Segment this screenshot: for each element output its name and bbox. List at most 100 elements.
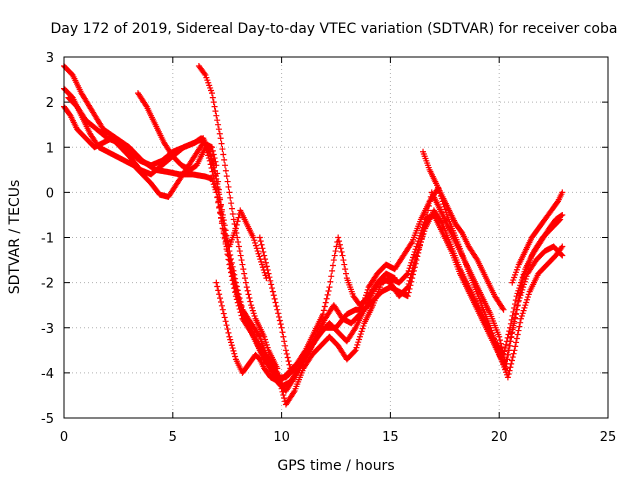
- data-point: [244, 287, 251, 294]
- data-point: [261, 333, 268, 340]
- data-point: [404, 284, 411, 291]
- data-point: [512, 343, 519, 350]
- data-point: [274, 306, 281, 313]
- data-point: [235, 243, 242, 250]
- data-point: [497, 337, 504, 344]
- data-series: [256, 234, 294, 372]
- data-point: [328, 273, 335, 280]
- data-point: [510, 350, 517, 357]
- data-point: [232, 279, 239, 286]
- chart-title: Day 172 of 2019, Sidereal Day-to-day VTE…: [51, 21, 618, 37]
- data-point: [416, 241, 423, 248]
- data-point: [508, 360, 515, 367]
- data-point: [237, 252, 244, 259]
- data-point: [249, 307, 256, 314]
- x-tick-label: 10: [273, 430, 290, 445]
- data-point: [259, 245, 266, 252]
- data-point: [227, 251, 234, 258]
- data-point: [391, 275, 398, 282]
- data-point: [412, 246, 419, 253]
- data-point: [517, 292, 524, 299]
- data-point: [496, 333, 503, 340]
- data-point: [203, 146, 210, 153]
- data-point: [290, 389, 297, 396]
- data-point: [438, 219, 445, 226]
- data-point: [509, 329, 516, 336]
- data-point: [522, 302, 529, 309]
- data-point: [222, 162, 229, 169]
- data-point: [419, 224, 426, 231]
- data-point: [224, 251, 231, 258]
- x-tick-label: 20: [491, 430, 508, 445]
- data-point: [280, 333, 287, 340]
- y-axis-label: SDTVAR / TECUs: [7, 180, 23, 295]
- data-point: [330, 257, 337, 264]
- data-point: [508, 316, 515, 323]
- data-point: [225, 183, 232, 190]
- data-point: [228, 342, 235, 349]
- data-point: [212, 180, 219, 187]
- data-point: [214, 283, 221, 290]
- data-point: [499, 305, 506, 312]
- data-point: [249, 304, 256, 311]
- data-point: [233, 296, 240, 303]
- data-point: [246, 294, 253, 301]
- data-point: [213, 189, 220, 196]
- data-point: [242, 279, 249, 286]
- data-point: [214, 193, 221, 200]
- data-point: [206, 148, 213, 155]
- data-point: [519, 286, 526, 293]
- data-point: [280, 391, 287, 398]
- data-point: [227, 194, 234, 201]
- data-point: [410, 251, 417, 258]
- data-point: [333, 243, 340, 250]
- data-point: [417, 239, 424, 246]
- data-point: [261, 269, 268, 276]
- data-point: [230, 267, 237, 274]
- data-point: [226, 333, 233, 340]
- data-point: [517, 279, 524, 286]
- data-point: [408, 240, 415, 247]
- data-point: [415, 247, 422, 254]
- data-point: [233, 283, 240, 290]
- data-point: [228, 200, 235, 207]
- data-point: [518, 289, 525, 296]
- data-point: [228, 205, 235, 212]
- data-point: [234, 218, 241, 225]
- data-point: [218, 302, 225, 309]
- data-point: [524, 296, 531, 303]
- data-point: [252, 242, 259, 249]
- data-point: [237, 298, 244, 305]
- data-point: [416, 232, 423, 239]
- data-point: [230, 216, 237, 223]
- data-point: [227, 336, 234, 343]
- data-series: [213, 234, 398, 385]
- data-point: [323, 295, 330, 302]
- data-point: [509, 354, 516, 361]
- data-point: [515, 327, 522, 334]
- data-point: [209, 147, 216, 154]
- data-point: [335, 234, 342, 241]
- data-point: [410, 254, 417, 261]
- data-point: [234, 234, 241, 241]
- plot-border: [63, 56, 609, 419]
- data-point: [500, 351, 507, 358]
- data-point: [341, 261, 348, 268]
- data-point: [508, 357, 515, 364]
- data-point: [222, 167, 229, 174]
- data-point: [521, 268, 528, 275]
- data-point: [242, 275, 249, 282]
- data-point: [501, 348, 508, 355]
- data-point: [516, 294, 523, 301]
- data-point: [513, 335, 520, 342]
- axis-ticks: 0 5 10 15 20 25 -5 -4 -3 -2 -1 0 1 2 3: [41, 51, 616, 445]
- data-point: [504, 334, 511, 341]
- data-point: [405, 289, 412, 296]
- data-point: [206, 157, 213, 164]
- data-point: [340, 257, 347, 264]
- y-tick-label: -3: [41, 322, 54, 337]
- data-point: [525, 291, 532, 298]
- data-series: [195, 63, 281, 372]
- data-point: [220, 151, 227, 158]
- data-point: [220, 310, 227, 317]
